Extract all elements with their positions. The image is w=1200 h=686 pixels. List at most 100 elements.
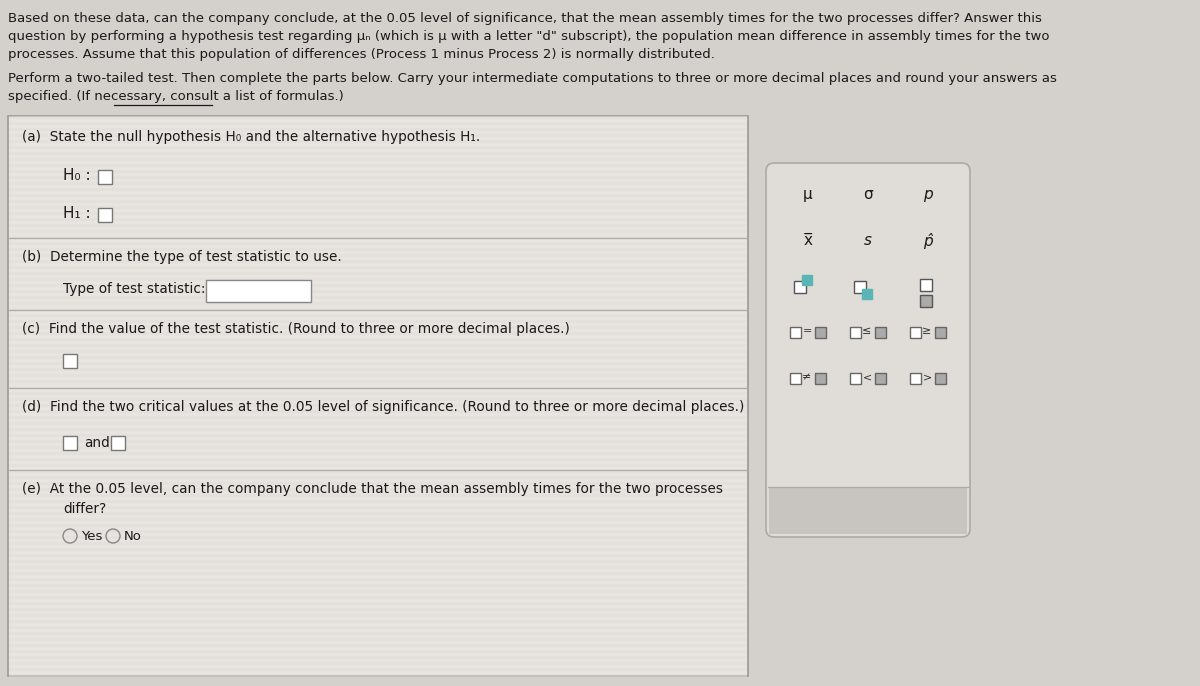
Text: H₀ :: H₀ : [64, 168, 91, 183]
Text: ?: ? [923, 499, 932, 517]
Polygon shape [10, 620, 746, 623]
Polygon shape [10, 356, 746, 359]
Text: (d)  Find the two critical values at the 0.05 level of significance. (Round to t: (d) Find the two critical values at the … [22, 400, 744, 414]
Text: specified. (If necessary, consult a list of formulas.): specified. (If necessary, consult a list… [8, 90, 343, 103]
Polygon shape [10, 452, 746, 455]
Text: ▼: ▼ [295, 284, 302, 294]
Text: question by performing a hypothesis test regarding μₙ (which is μ with a letter : question by performing a hypothesis test… [8, 30, 1050, 43]
Text: Perform a two-tailed test. Then complete the parts below. Carry your intermediat: Perform a two-tailed test. Then complete… [8, 72, 1057, 85]
Polygon shape [10, 362, 746, 365]
Polygon shape [10, 284, 746, 287]
Polygon shape [10, 122, 746, 125]
Polygon shape [10, 506, 746, 509]
Polygon shape [10, 308, 746, 311]
Text: ≠: ≠ [803, 372, 811, 382]
Polygon shape [10, 590, 746, 593]
Polygon shape [10, 218, 746, 221]
Polygon shape [10, 398, 746, 401]
Polygon shape [98, 170, 112, 184]
Polygon shape [10, 344, 746, 347]
Polygon shape [10, 584, 746, 587]
Polygon shape [10, 212, 746, 215]
Polygon shape [10, 644, 746, 647]
Text: σ: σ [863, 187, 872, 202]
Polygon shape [802, 275, 812, 285]
Text: s: s [864, 233, 872, 248]
Polygon shape [790, 373, 802, 384]
Polygon shape [10, 596, 746, 599]
Polygon shape [10, 242, 746, 245]
Polygon shape [10, 350, 746, 353]
Text: (e)  At the 0.05 level, can the company conclude that the mean assembly times fo: (e) At the 0.05 level, can the company c… [22, 482, 722, 496]
Polygon shape [10, 494, 746, 497]
Polygon shape [875, 327, 886, 338]
Polygon shape [10, 266, 746, 269]
Polygon shape [769, 487, 967, 534]
Polygon shape [10, 500, 746, 503]
Polygon shape [10, 230, 746, 233]
Polygon shape [10, 380, 746, 383]
Polygon shape [10, 554, 746, 557]
Polygon shape [10, 374, 746, 377]
Polygon shape [10, 482, 746, 485]
Text: μ: μ [803, 187, 812, 202]
Polygon shape [10, 260, 746, 263]
Polygon shape [10, 176, 746, 179]
FancyBboxPatch shape [766, 163, 970, 537]
Polygon shape [112, 436, 125, 450]
Polygon shape [10, 440, 746, 443]
Polygon shape [10, 134, 746, 137]
Polygon shape [10, 638, 746, 641]
Polygon shape [920, 295, 932, 307]
Polygon shape [10, 668, 746, 671]
Polygon shape [10, 302, 746, 305]
Text: ×: × [802, 499, 815, 517]
Polygon shape [10, 404, 746, 407]
Polygon shape [815, 373, 826, 384]
Polygon shape [10, 464, 746, 467]
Polygon shape [875, 373, 886, 384]
Polygon shape [10, 146, 746, 149]
Polygon shape [8, 116, 748, 676]
Polygon shape [10, 548, 746, 551]
Polygon shape [10, 410, 746, 413]
Text: (c)  Find the value of the test statistic. (Round to three or more decimal place: (c) Find the value of the test statistic… [22, 322, 570, 336]
Polygon shape [10, 470, 746, 473]
Text: No: No [124, 530, 142, 543]
Polygon shape [10, 434, 746, 437]
Polygon shape [10, 392, 746, 395]
Polygon shape [10, 224, 746, 227]
Polygon shape [64, 436, 77, 450]
Polygon shape [920, 279, 932, 291]
Polygon shape [10, 536, 746, 539]
Polygon shape [10, 446, 746, 449]
Text: ≤: ≤ [863, 326, 871, 336]
Polygon shape [10, 338, 746, 341]
Text: x̅: x̅ [804, 233, 812, 248]
Polygon shape [10, 290, 746, 293]
Polygon shape [10, 200, 746, 203]
Polygon shape [10, 566, 746, 569]
Polygon shape [10, 248, 746, 251]
Text: and: and [84, 436, 109, 450]
Polygon shape [815, 327, 826, 338]
Polygon shape [10, 194, 746, 197]
Text: p̂: p̂ [923, 233, 932, 249]
Polygon shape [10, 188, 746, 191]
Polygon shape [10, 458, 746, 461]
Text: (Choose one): (Choose one) [212, 284, 290, 297]
Polygon shape [10, 236, 746, 239]
Polygon shape [10, 422, 746, 425]
Polygon shape [10, 614, 746, 617]
Polygon shape [10, 626, 746, 629]
Polygon shape [10, 542, 746, 545]
Polygon shape [64, 354, 77, 368]
Text: <: < [863, 372, 871, 382]
Polygon shape [10, 488, 746, 491]
Polygon shape [10, 518, 746, 521]
Text: >: > [923, 372, 931, 382]
Polygon shape [10, 182, 746, 185]
Polygon shape [10, 326, 746, 329]
Polygon shape [10, 560, 746, 563]
Polygon shape [10, 662, 746, 665]
